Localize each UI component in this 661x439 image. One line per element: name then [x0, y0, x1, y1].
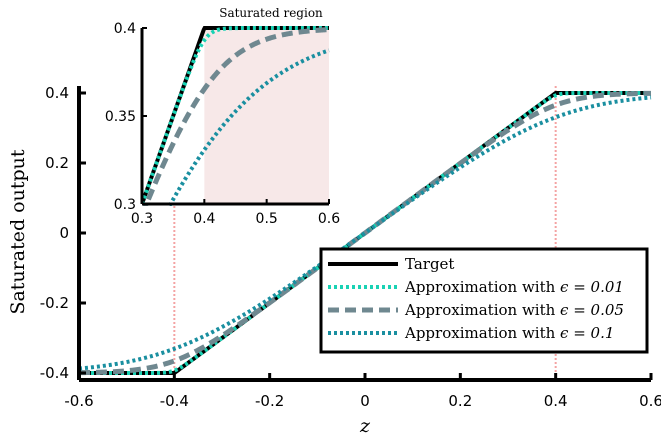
inset-x-tick-label: 0.6 [318, 211, 340, 227]
inset-x-tick-label: 0.5 [256, 211, 278, 227]
inset-chart: 0.3 0.4 0.5 0.6 0.3 0.35 0.4 Saturated region [105, 6, 340, 227]
y-tick-label: 0 [59, 224, 69, 242]
inset-y-tick-label: 0.4 [114, 21, 136, 37]
legend-label-2: Approximation with ϵ = 0.05 [404, 301, 624, 319]
y-axis-label: Saturated output [7, 149, 29, 314]
y-tick-label: 0.4 [45, 84, 69, 102]
inset-series-line-2 [143, 27, 330, 206]
x-tick-label: 0.6 [639, 392, 661, 410]
series-line-3 [78, 95, 652, 371]
inset-ticks: 0.3 0.4 0.5 0.6 0.3 0.35 0.4 [105, 21, 340, 227]
x-tick-label: -0.6 [64, 392, 93, 410]
inset-series-group [142, 26, 330, 206]
saturated-region-shade [204, 28, 329, 204]
legend-label-1: Approximation with ϵ = 0.01 [404, 278, 624, 296]
inset-x-tick-label: 0.3 [131, 211, 153, 227]
inset-series-line-3 [167, 48, 330, 206]
x-axis-label: z [359, 415, 371, 437]
legend-label-0: Target [405, 255, 454, 273]
inset-y-tick-label: 0.3 [114, 197, 136, 213]
y-tick-label: -0.2 [40, 294, 69, 312]
x-tick-label: 0 [360, 392, 370, 410]
inset-title: Saturated region [219, 6, 323, 20]
x-tick-label: 0.4 [544, 392, 568, 410]
x-tick-label: 0.2 [448, 392, 472, 410]
main-ticks: -0.6 -0.4 -0.2 0 0.2 0.4 0.6 -0.4 -0.2 0 0.2 0.4 [40, 84, 661, 410]
inset-x-tick-label: 0.4 [193, 211, 215, 227]
series-line-2 [78, 90, 652, 376]
legend-label-3: Approximation with ϵ = 0.1 [404, 324, 614, 342]
x-tick-label: -0.2 [255, 392, 284, 410]
inset-shaded-region [204, 28, 329, 204]
legend-box [319, 247, 649, 354]
inset-series-line-1 [142, 26, 329, 205]
legend-items: Target Approximation with ϵ = 0.01 Approxi… [328, 255, 624, 342]
y-tick-label: -0.4 [40, 364, 69, 382]
inset-y-tick-label: 0.35 [105, 109, 136, 125]
y-tick-label: 0.2 [45, 154, 69, 172]
x-tick-label: -0.4 [160, 392, 189, 410]
legend: Target Approximation with ϵ = 0.01 Approxi… [319, 247, 649, 354]
